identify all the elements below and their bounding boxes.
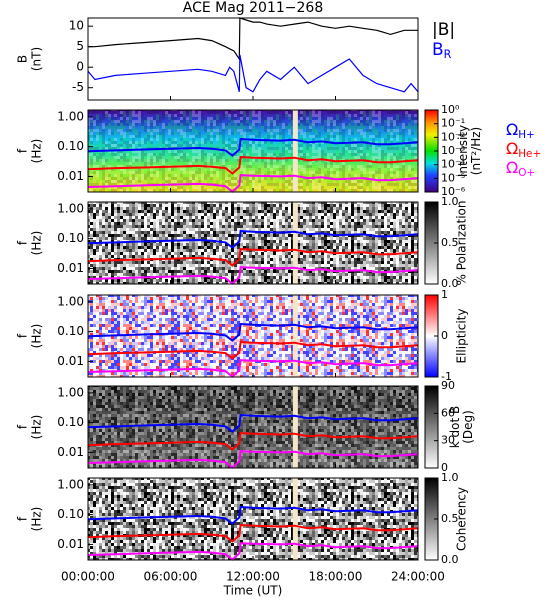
colorbar-tick-label: 90 xyxy=(441,379,455,392)
legend-entry: ΩHe+ xyxy=(506,139,541,161)
y-axis-label: (Hz) xyxy=(30,507,44,532)
gyro-line xyxy=(87,174,419,193)
colorbar-tick-label: 0 xyxy=(441,461,448,474)
y-axis-label: (Hz) xyxy=(30,231,44,256)
colorbar-tick-label: 0.0 xyxy=(441,277,459,290)
colorbar-tick-label: 0.0 xyxy=(441,553,459,566)
colorbar-tick-label: 0.5 xyxy=(441,236,459,249)
y-tick-label: 1.00 xyxy=(57,385,84,399)
data-line xyxy=(88,17,418,61)
colorbar-label: Intensity xyxy=(456,125,470,177)
y-axis-label: B xyxy=(16,55,30,63)
y-tick-label: 1.00 xyxy=(57,294,84,308)
gyro-line xyxy=(87,322,419,342)
colorbar xyxy=(424,385,439,469)
y-tick-label: 1.00 xyxy=(57,477,84,491)
y-tick-label: 0 xyxy=(76,60,84,74)
y-tick-label: -5 xyxy=(72,80,84,94)
plot-frame xyxy=(87,17,419,101)
colorbar-tick-label: 10⁻³ xyxy=(441,144,465,157)
gyro-line xyxy=(87,450,419,469)
y-axis-label: f xyxy=(16,424,30,429)
gyro-line xyxy=(87,340,419,360)
colorbar-tick-label: 10⁻⁵ xyxy=(441,171,465,184)
chart-title: ACE Mag 2011−268 xyxy=(183,0,323,16)
y-tick-label: 0.10 xyxy=(57,507,84,521)
x-axis-label: Time (UT) xyxy=(223,584,283,598)
colorbar-tick-label: 1.0 xyxy=(441,471,459,484)
gyro-line xyxy=(87,523,419,543)
y-axis-label: f xyxy=(16,148,30,153)
gyro-line xyxy=(87,413,419,433)
colorbar-tick-label: 10⁻⁶ xyxy=(441,185,466,198)
colorbar-tick-label: 30 xyxy=(441,434,455,447)
gyro-line xyxy=(87,542,419,561)
y-axis-label: (nT) xyxy=(30,47,44,71)
colorbar-label: (Deg) xyxy=(461,410,475,444)
y-tick-label: 0.01 xyxy=(57,169,84,183)
y-tick-label: 1.00 xyxy=(57,201,84,215)
y-tick-label: 0.01 xyxy=(57,445,84,459)
data-gap xyxy=(292,202,298,284)
colorbar-tick-label: 10⁻¹ xyxy=(441,117,465,130)
colorbar-label: Coherency xyxy=(455,487,469,551)
x-tick-label: 06:00:00 xyxy=(144,570,198,584)
gyro-line xyxy=(87,247,419,267)
x-tick-label: 24:00:00 xyxy=(391,570,445,584)
y-tick-label: 0.01 xyxy=(57,537,84,551)
colorbar-tick-label: 10⁻⁴ xyxy=(441,158,466,171)
data-line xyxy=(87,54,419,93)
y-axis-label: f xyxy=(16,333,30,338)
colorbar-tick-label: 60 xyxy=(441,406,455,419)
y-tick-label: 5 xyxy=(76,39,84,53)
gyro-line xyxy=(87,431,419,451)
colorbar-label: (nT²/Hz) xyxy=(469,127,483,175)
x-tick-label: 00:00:00 xyxy=(61,570,115,584)
colorbar-tick-label: 0 xyxy=(441,329,448,342)
y-tick-label: 0.10 xyxy=(57,324,84,338)
data-gap xyxy=(292,295,298,377)
colorbar-label: Ellipticity xyxy=(455,309,469,364)
colorbar-tick-label: 1.0 xyxy=(441,195,459,208)
colorbar-label: % Polarization xyxy=(455,201,469,286)
colorbar-tick-label: 0.5 xyxy=(441,512,459,525)
gyro-line xyxy=(87,229,419,249)
colorbar-label: k dot B xyxy=(448,406,462,448)
legend-entry: BR xyxy=(432,40,452,61)
data-gap xyxy=(292,478,298,560)
data-gap xyxy=(292,386,298,468)
colorbar-tick-label: 10⁰ xyxy=(441,103,460,116)
colorbar-tick-label: -1 xyxy=(441,370,452,383)
gyro-line xyxy=(87,155,419,175)
legend-entry: ΩO+ xyxy=(506,158,535,180)
x-tick-label: 18:00:00 xyxy=(309,570,363,584)
y-tick-label: 1.00 xyxy=(57,109,84,123)
gyro-line xyxy=(87,505,419,525)
y-tick-label: 0.10 xyxy=(57,415,84,429)
data-gap xyxy=(292,110,298,192)
y-tick-label: 0.01 xyxy=(57,354,84,368)
y-axis-label: (Hz) xyxy=(30,139,44,164)
y-axis-label: f xyxy=(16,516,30,521)
gyro-line xyxy=(87,266,419,285)
y-tick-label: 0.10 xyxy=(57,231,84,245)
gyro-line xyxy=(87,359,419,378)
legend-entry: |B| xyxy=(432,20,455,40)
y-axis-label: f xyxy=(16,240,30,245)
colorbar-tick-label: 10⁻² xyxy=(441,130,465,143)
x-tick-label: 12:00:00 xyxy=(226,570,280,584)
y-tick-label: 0.01 xyxy=(57,261,84,275)
y-tick-label: 0.10 xyxy=(57,139,84,153)
y-tick-label: 10 xyxy=(69,19,84,33)
y-axis-label: (Hz) xyxy=(30,415,44,440)
legend-entry: ΩH+ xyxy=(506,120,535,142)
y-axis-label: (Hz) xyxy=(30,324,44,349)
gyro-line xyxy=(87,137,419,157)
colorbar-tick-label: 1 xyxy=(441,288,448,301)
